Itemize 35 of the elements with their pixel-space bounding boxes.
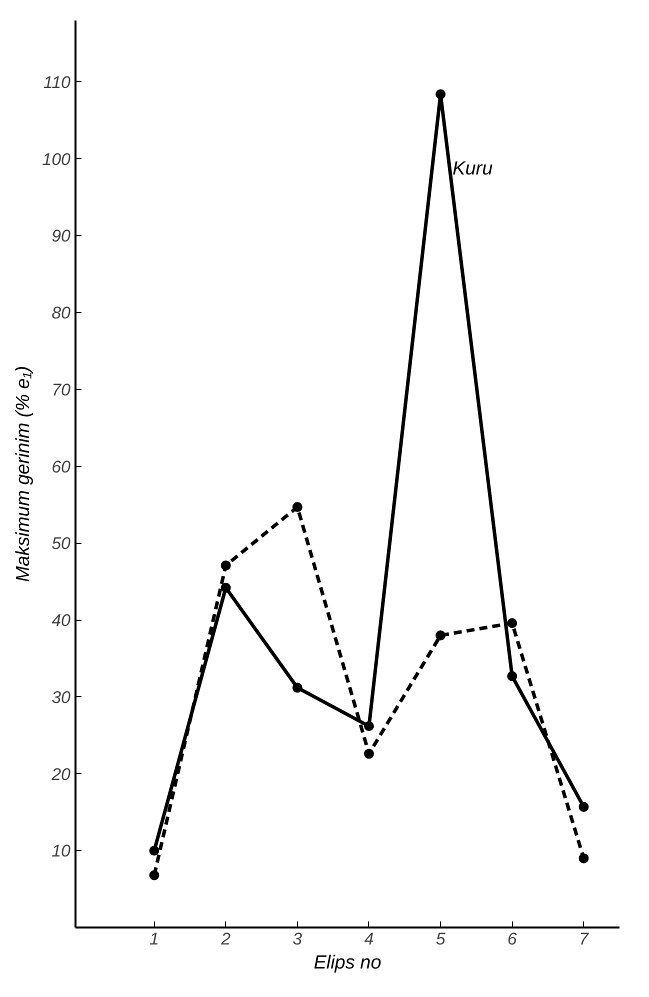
point bbox=[364, 748, 374, 759]
point bbox=[578, 802, 589, 812]
point bbox=[507, 618, 518, 628]
point bbox=[436, 89, 446, 100]
x-axis-title: Elips no bbox=[314, 952, 382, 974]
x-tick-label: 3 bbox=[292, 930, 303, 948]
point bbox=[578, 853, 589, 864]
y-tick-label: 80 bbox=[52, 304, 72, 323]
x-tick-label: 7 bbox=[578, 930, 589, 948]
point bbox=[292, 682, 302, 693]
y-tick-label: 110 bbox=[43, 72, 72, 92]
y-axis-title: Maksimum gerinim (% e₁) bbox=[13, 366, 34, 582]
point bbox=[220, 582, 231, 593]
point bbox=[364, 721, 374, 732]
point bbox=[220, 560, 231, 570]
point bbox=[507, 671, 518, 682]
y-tick-label: 60 bbox=[52, 457, 72, 476]
x-tick-label: 2 bbox=[220, 930, 232, 948]
point bbox=[149, 846, 160, 856]
x-tick-label: 6 bbox=[507, 930, 518, 948]
y-tick-label: 20 bbox=[50, 764, 72, 784]
y-tick-label: 90 bbox=[52, 226, 72, 246]
y-tick-label: 10 bbox=[52, 842, 72, 861]
point bbox=[292, 502, 302, 512]
y-tick-label: 50 bbox=[52, 534, 72, 554]
point bbox=[436, 630, 446, 640]
x-tick-label: 4 bbox=[364, 930, 374, 948]
point bbox=[149, 870, 160, 880]
y-tick-label: 40 bbox=[52, 611, 72, 630]
y-tick-label: 70 bbox=[52, 380, 72, 400]
series-label: Kuru bbox=[452, 158, 494, 180]
x-tick-label: 5 bbox=[436, 930, 446, 948]
y-tick-label: 30 bbox=[52, 688, 72, 707]
x-tick-label: 1 bbox=[150, 930, 159, 948]
y-tick-label: 100 bbox=[42, 150, 72, 169]
